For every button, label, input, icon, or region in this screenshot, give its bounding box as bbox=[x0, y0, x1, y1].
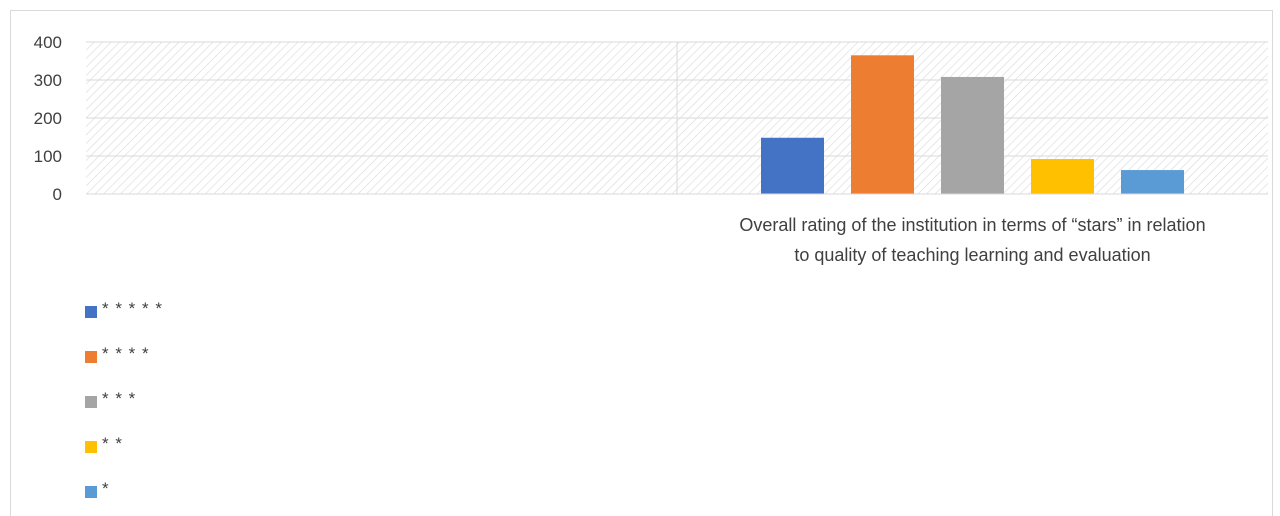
bar bbox=[1031, 159, 1094, 194]
legend-swatch bbox=[85, 351, 97, 363]
y-tick-label: 100 bbox=[34, 147, 62, 166]
x-category-label: to quality of teaching learning and eval… bbox=[794, 245, 1150, 265]
bar bbox=[761, 137, 824, 194]
y-axis: 0 100 200 300 400 bbox=[34, 33, 62, 204]
legend-label: * * * * * bbox=[102, 299, 163, 318]
legend-label: * * bbox=[102, 434, 123, 453]
y-tick-label: 200 bbox=[34, 109, 62, 128]
legend-label: * bbox=[102, 479, 110, 498]
legend-swatch bbox=[85, 306, 97, 318]
y-tick-label: 300 bbox=[34, 71, 62, 90]
legend-swatch bbox=[85, 441, 97, 453]
legend-label: * * * * bbox=[102, 344, 150, 363]
bar bbox=[941, 76, 1004, 194]
legend-swatch bbox=[85, 396, 97, 408]
legend-label: * * * bbox=[102, 389, 136, 408]
legend-swatch bbox=[85, 486, 97, 498]
bar bbox=[851, 55, 914, 194]
chart-outer-border bbox=[10, 10, 1273, 516]
x-axis: Overall rating of the institution in ter… bbox=[86, 193, 1268, 265]
x-category-label: Overall rating of the institution in ter… bbox=[739, 215, 1205, 235]
y-tick-label: 400 bbox=[34, 33, 62, 52]
bar bbox=[1121, 170, 1184, 194]
bars bbox=[761, 55, 1184, 194]
legend: * * * * * * * * * * * * * * * bbox=[85, 299, 163, 498]
y-tick-label: 0 bbox=[53, 185, 62, 204]
